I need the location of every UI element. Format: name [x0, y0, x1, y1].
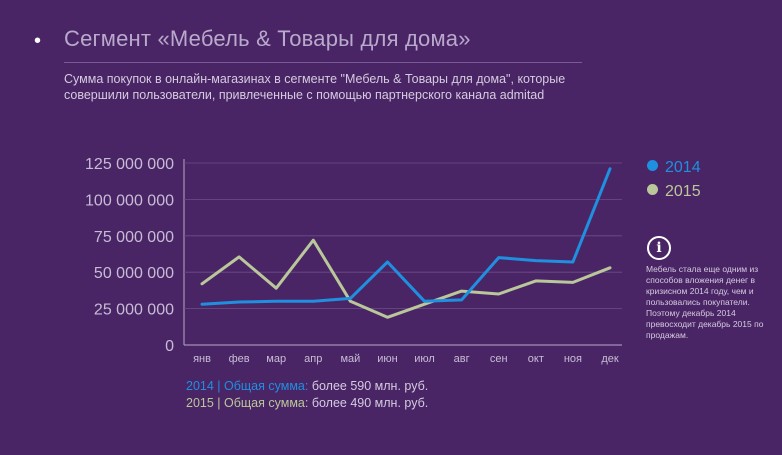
- x-tick-label: авг: [454, 353, 470, 365]
- series-line-2014: [200, 167, 612, 306]
- y-tick-label: 0: [165, 338, 174, 355]
- summary-label-2015: Общая сумма:: [224, 396, 309, 410]
- legend-item-2014: 2014: [647, 159, 701, 177]
- summary-value-2014: более 590 млн. руб.: [308, 379, 429, 393]
- x-tick-label: май: [340, 353, 360, 365]
- y-tick-label: 75 000 000: [94, 229, 174, 246]
- summary-2015: 2015 | Общая сумма: более 490 млн. руб.: [186, 396, 428, 410]
- title-bullet: •: [34, 30, 42, 52]
- y-tick-label: 25 000 000: [94, 302, 174, 319]
- y-tick-label: 125 000 000: [85, 156, 174, 173]
- x-tick-label: июн: [377, 353, 397, 365]
- summary-sep-2015: |: [213, 396, 225, 410]
- legend-label-2014: 2014: [665, 159, 701, 176]
- summary-label-2014: Общая сумма:: [224, 379, 309, 393]
- x-tick-label: мар: [266, 353, 286, 365]
- info-icon: i: [647, 236, 671, 260]
- legend-item-2015: 2015: [647, 183, 701, 201]
- x-tick-label: сен: [490, 353, 508, 365]
- chart-subtitle: Сумма покупок в онлайн-магазинах в сегме…: [64, 72, 566, 102]
- summary-2014: 2014 | Общая сумма: более 590 млн. руб.: [186, 379, 428, 393]
- page-title: Сегмент «Мебель & Товары для дома»: [64, 26, 471, 51]
- x-tick-label: ноя: [564, 353, 582, 365]
- summary-sep-2014: |: [213, 379, 225, 393]
- x-tick-label: окт: [528, 353, 544, 365]
- x-tick-label: апр: [304, 353, 322, 365]
- x-tick-label: янв: [193, 353, 211, 365]
- x-tick-label: июл: [414, 353, 435, 365]
- title-divider: [64, 62, 582, 63]
- series-line-2015: [200, 238, 612, 319]
- legend-marker-2015: [647, 184, 658, 195]
- x-tick-label: фев: [229, 353, 250, 365]
- summary-year-2014: 2014: [186, 379, 214, 393]
- summary-year-2015: 2015: [186, 396, 214, 410]
- y-tick-label: 50 000 000: [94, 265, 174, 282]
- note-text: Мебель стала еще одним из способов вложе…: [646, 264, 764, 340]
- summary-value-2015: более 490 млн. руб.: [308, 396, 429, 410]
- x-tick-label: дек: [601, 353, 619, 365]
- legend-label-2015: 2015: [665, 183, 701, 200]
- legend-marker-2014: [647, 160, 658, 171]
- y-tick-label: 100 000 000: [85, 192, 174, 209]
